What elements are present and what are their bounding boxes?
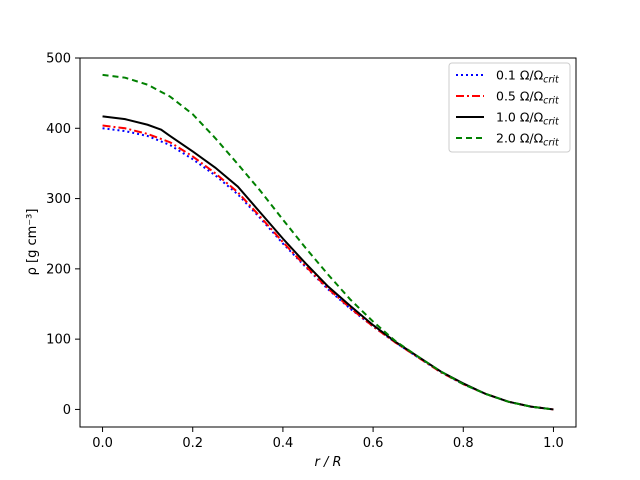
plot-frame [79,57,577,428]
x-axis-label: r / R [314,455,341,470]
y-tick-label: 0 [63,403,71,418]
legend-label-3: 2.0 Ω/Ωcrit [496,131,560,149]
x-tick-label: 0.4 [273,436,294,451]
x-tick-label: 0.0 [92,436,113,451]
y-tick-label: 300 [46,192,71,207]
legend-label-0: 0.1 Ω/Ωcrit [496,68,560,86]
x-tick-label: 0.8 [453,436,474,451]
series-line-2 [102,115,554,411]
y-axis-label: ρ [g cm⁻³] [25,209,40,276]
y-tick-label: 200 [46,262,71,277]
legend-label-2: 1.0 Ω/Ωcrit [496,110,560,128]
series-line-1 [102,124,554,411]
x-tick-label: 0.6 [363,436,384,451]
y-tick-label: 500 [46,52,71,67]
y-tick-label: 400 [46,122,71,137]
legend-frame [448,62,571,153]
y-tick-label: 100 [46,333,71,348]
x-tick-label: 1.0 [543,436,564,451]
legend-label-1: 0.5 Ω/Ωcrit [496,89,560,107]
x-tick-label: 0.2 [182,436,203,451]
series-line-0 [102,127,554,411]
plot-data-layer [102,73,554,411]
series-line-3 [102,73,554,411]
axis-layer: 0.0 0.2 0.4 0.6 0.8 1.0 0 100 200 300 400 500 [46,52,564,452]
legend: 0.1 Ω/Ωcrit 0.5 Ω/Ωcrit 1.0 Ω/Ωcrit 2.0 Ω/Ω… [448,62,571,153]
